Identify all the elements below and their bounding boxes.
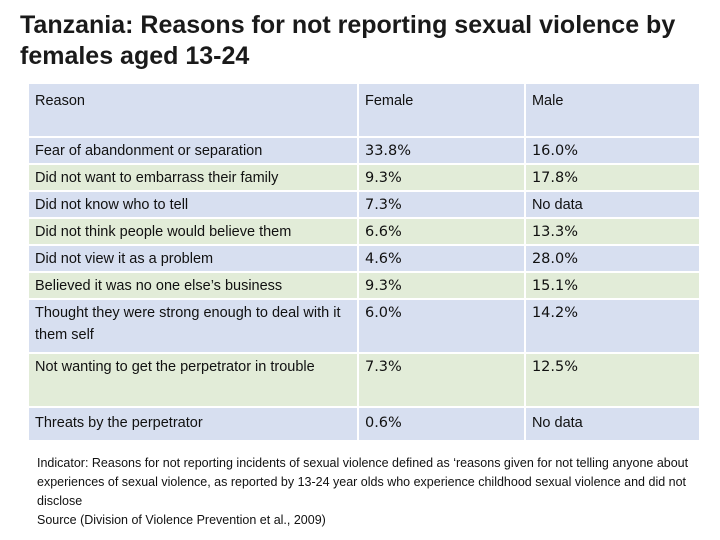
row-male: 16.0%: [525, 138, 699, 165]
table-row: Thought they were strong enough to deal …: [29, 300, 699, 354]
row-reason: Did not want to embarrass their family: [29, 165, 359, 192]
row-male: 28.0%: [525, 246, 699, 273]
row-male: No data: [525, 408, 699, 442]
row-male: No data: [525, 192, 699, 219]
reasons-table: Reason Female Male Fear of abandonment o…: [29, 84, 699, 442]
row-male: 15.1%: [525, 273, 699, 300]
header-female: Female: [358, 84, 526, 138]
row-female: 33.8%: [358, 138, 526, 165]
row-male: 12.5%: [525, 354, 699, 408]
row-female: 7.3%: [358, 192, 526, 219]
indicator-note: Indicator: Reasons for not reporting inc…: [37, 456, 689, 508]
row-reason: Did not know who to tell: [29, 192, 359, 219]
row-male: 17.8%: [525, 165, 699, 192]
table-row: Believed it was no one else’s business 9…: [29, 273, 699, 300]
table-row: Did not know who to tell 7.3% No data: [29, 192, 699, 219]
header-reason: Reason: [29, 84, 359, 138]
header-male: Male: [525, 84, 699, 138]
row-female: 9.3%: [358, 165, 526, 192]
table-row: Not wanting to get the perpetrator in tr…: [29, 354, 699, 408]
row-female: 6.0%: [358, 300, 526, 354]
row-male: 14.2%: [525, 300, 699, 354]
row-reason: Fear of abandonment or separation: [29, 138, 359, 165]
table-row: Did not think people would believe them …: [29, 219, 699, 246]
row-reason: Not wanting to get the perpetrator in tr…: [29, 354, 359, 408]
row-female: 4.6%: [358, 246, 526, 273]
table-header-row: Reason Female Male: [29, 84, 699, 138]
table-row: Did not view it as a problem 4.6% 28.0%: [29, 246, 699, 273]
footnote: Indicator: Reasons for not reporting inc…: [37, 454, 697, 530]
row-female: 6.6%: [358, 219, 526, 246]
row-reason: Did not view it as a problem: [29, 246, 359, 273]
row-female: 9.3%: [358, 273, 526, 300]
row-reason: Did not think people would believe them: [29, 219, 359, 246]
row-male: 13.3%: [525, 219, 699, 246]
row-reason: Threats by the perpetrator: [29, 408, 359, 442]
row-reason: Believed it was no one else’s business: [29, 273, 359, 300]
page-title: Tanzania: Reasons for not reporting sexu…: [20, 11, 676, 70]
row-female: 0.6%: [358, 408, 526, 442]
source-note: Source (Division of Violence Prevention …: [37, 513, 326, 527]
table-row: Threats by the perpetrator 0.6% No data: [29, 408, 699, 442]
table-row: Fear of abandonment or separation 33.8% …: [29, 138, 699, 165]
row-female: 7.3%: [358, 354, 526, 408]
row-reason: Thought they were strong enough to deal …: [29, 300, 359, 354]
table-row: Did not want to embarrass their family 9…: [29, 165, 699, 192]
